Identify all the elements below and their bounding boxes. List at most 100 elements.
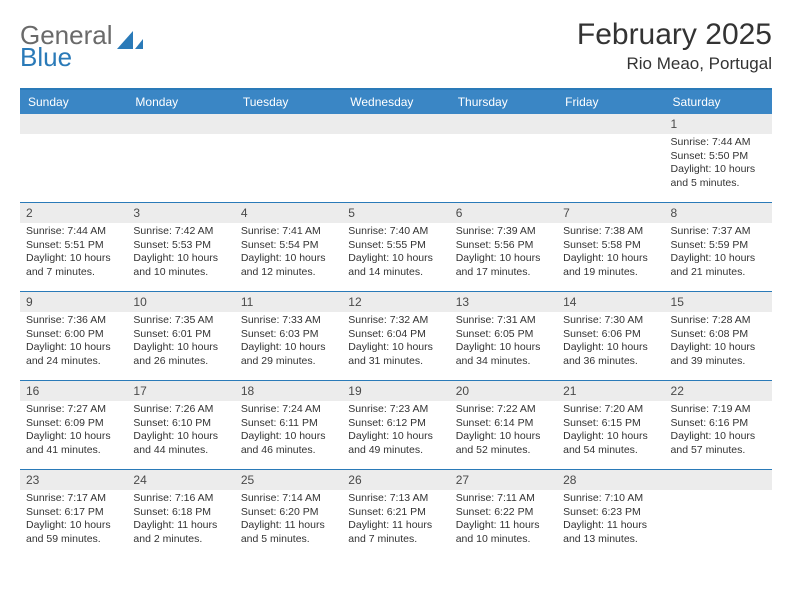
- weekday-label: Wednesday: [342, 90, 449, 114]
- day-content: Sunrise: 7:39 AMSunset: 5:56 PMDaylight:…: [450, 223, 557, 286]
- day-number: 15: [665, 292, 772, 312]
- day-cell: 26Sunrise: 7:13 AMSunset: 6:21 PMDayligh…: [342, 470, 449, 558]
- day-cell: [665, 470, 772, 558]
- weekday-label: Thursday: [450, 90, 557, 114]
- day-cell: 6Sunrise: 7:39 AMSunset: 5:56 PMDaylight…: [450, 203, 557, 291]
- day-content: Sunrise: 7:32 AMSunset: 6:04 PMDaylight:…: [342, 312, 449, 375]
- day-content: Sunrise: 7:33 AMSunset: 6:03 PMDaylight:…: [235, 312, 342, 375]
- day-content: Sunrise: 7:35 AMSunset: 6:01 PMDaylight:…: [127, 312, 234, 375]
- day-cell: 16Sunrise: 7:27 AMSunset: 6:09 PMDayligh…: [20, 381, 127, 469]
- day-content: Sunrise: 7:22 AMSunset: 6:14 PMDaylight:…: [450, 401, 557, 464]
- day-content: Sunrise: 7:16 AMSunset: 6:18 PMDaylight:…: [127, 490, 234, 553]
- day-content: Sunrise: 7:17 AMSunset: 6:17 PMDaylight:…: [20, 490, 127, 553]
- day-number: 9: [20, 292, 127, 312]
- day-number: [342, 114, 449, 134]
- day-number: [127, 114, 234, 134]
- day-content: Sunrise: 7:44 AMSunset: 5:50 PMDaylight:…: [665, 134, 772, 197]
- day-content: Sunrise: 7:44 AMSunset: 5:51 PMDaylight:…: [20, 223, 127, 286]
- day-number: 27: [450, 470, 557, 490]
- day-number: 18: [235, 381, 342, 401]
- weekday-label: Saturday: [665, 90, 772, 114]
- week-row: 9Sunrise: 7:36 AMSunset: 6:00 PMDaylight…: [20, 291, 772, 380]
- day-content: [450, 134, 557, 142]
- week-row: 23Sunrise: 7:17 AMSunset: 6:17 PMDayligh…: [20, 469, 772, 558]
- day-content: Sunrise: 7:36 AMSunset: 6:00 PMDaylight:…: [20, 312, 127, 375]
- day-number: 2: [20, 203, 127, 223]
- weekday-label: Sunday: [20, 90, 127, 114]
- day-number: 28: [557, 470, 664, 490]
- day-cell: 3Sunrise: 7:42 AMSunset: 5:53 PMDaylight…: [127, 203, 234, 291]
- day-number: 4: [235, 203, 342, 223]
- day-content: [20, 134, 127, 142]
- week-row: 1Sunrise: 7:44 AMSunset: 5:50 PMDaylight…: [20, 114, 772, 202]
- day-number: 19: [342, 381, 449, 401]
- day-number: 11: [235, 292, 342, 312]
- day-cell: 20Sunrise: 7:22 AMSunset: 6:14 PMDayligh…: [450, 381, 557, 469]
- weekday-label: Friday: [557, 90, 664, 114]
- day-cell: 28Sunrise: 7:10 AMSunset: 6:23 PMDayligh…: [557, 470, 664, 558]
- day-cell: 18Sunrise: 7:24 AMSunset: 6:11 PMDayligh…: [235, 381, 342, 469]
- day-number: [557, 114, 664, 134]
- day-number: 7: [557, 203, 664, 223]
- day-cell: 7Sunrise: 7:38 AMSunset: 5:58 PMDaylight…: [557, 203, 664, 291]
- day-number: 20: [450, 381, 557, 401]
- page-title: February 2025: [577, 18, 772, 52]
- day-content: Sunrise: 7:40 AMSunset: 5:55 PMDaylight:…: [342, 223, 449, 286]
- day-content: [557, 134, 664, 142]
- day-content: Sunrise: 7:10 AMSunset: 6:23 PMDaylight:…: [557, 490, 664, 553]
- day-number: 6: [450, 203, 557, 223]
- day-content: Sunrise: 7:19 AMSunset: 6:16 PMDaylight:…: [665, 401, 772, 464]
- day-content: Sunrise: 7:37 AMSunset: 5:59 PMDaylight:…: [665, 223, 772, 286]
- day-cell: 12Sunrise: 7:32 AMSunset: 6:04 PMDayligh…: [342, 292, 449, 380]
- day-content: Sunrise: 7:27 AMSunset: 6:09 PMDaylight:…: [20, 401, 127, 464]
- day-content: Sunrise: 7:11 AMSunset: 6:22 PMDaylight:…: [450, 490, 557, 553]
- day-number: 3: [127, 203, 234, 223]
- day-cell: [342, 114, 449, 202]
- day-content: Sunrise: 7:13 AMSunset: 6:21 PMDaylight:…: [342, 490, 449, 553]
- calendar-grid: SundayMondayTuesdayWednesdayThursdayFrid…: [20, 88, 772, 558]
- day-number: 22: [665, 381, 772, 401]
- day-number: 12: [342, 292, 449, 312]
- day-content: Sunrise: 7:20 AMSunset: 6:15 PMDaylight:…: [557, 401, 664, 464]
- day-content: Sunrise: 7:38 AMSunset: 5:58 PMDaylight:…: [557, 223, 664, 286]
- day-cell: [20, 114, 127, 202]
- day-cell: 21Sunrise: 7:20 AMSunset: 6:15 PMDayligh…: [557, 381, 664, 469]
- day-number: [450, 114, 557, 134]
- weekday-label: Tuesday: [235, 90, 342, 114]
- day-number: [235, 114, 342, 134]
- day-cell: 15Sunrise: 7:28 AMSunset: 6:08 PMDayligh…: [665, 292, 772, 380]
- logo: General Blue: [20, 24, 143, 68]
- day-content: Sunrise: 7:24 AMSunset: 6:11 PMDaylight:…: [235, 401, 342, 464]
- day-cell: 22Sunrise: 7:19 AMSunset: 6:16 PMDayligh…: [665, 381, 772, 469]
- calendar-page: General Blue February 2025 Rio Meao, Por…: [0, 0, 792, 612]
- day-cell: 2Sunrise: 7:44 AMSunset: 5:51 PMDaylight…: [20, 203, 127, 291]
- day-number: 14: [557, 292, 664, 312]
- day-cell: 9Sunrise: 7:36 AMSunset: 6:00 PMDaylight…: [20, 292, 127, 380]
- day-content: Sunrise: 7:26 AMSunset: 6:10 PMDaylight:…: [127, 401, 234, 464]
- day-cell: [450, 114, 557, 202]
- weekday-label: Monday: [127, 90, 234, 114]
- day-number: 16: [20, 381, 127, 401]
- day-cell: [557, 114, 664, 202]
- day-number: 13: [450, 292, 557, 312]
- day-number: 23: [20, 470, 127, 490]
- week-row: 2Sunrise: 7:44 AMSunset: 5:51 PMDaylight…: [20, 202, 772, 291]
- day-cell: 14Sunrise: 7:30 AMSunset: 6:06 PMDayligh…: [557, 292, 664, 380]
- day-cell: 17Sunrise: 7:26 AMSunset: 6:10 PMDayligh…: [127, 381, 234, 469]
- logo-text: General Blue: [20, 24, 113, 68]
- day-content: Sunrise: 7:30 AMSunset: 6:06 PMDaylight:…: [557, 312, 664, 375]
- day-cell: 25Sunrise: 7:14 AMSunset: 6:20 PMDayligh…: [235, 470, 342, 558]
- day-cell: 10Sunrise: 7:35 AMSunset: 6:01 PMDayligh…: [127, 292, 234, 380]
- day-content: Sunrise: 7:42 AMSunset: 5:53 PMDaylight:…: [127, 223, 234, 286]
- day-cell: 4Sunrise: 7:41 AMSunset: 5:54 PMDaylight…: [235, 203, 342, 291]
- day-cell: 23Sunrise: 7:17 AMSunset: 6:17 PMDayligh…: [20, 470, 127, 558]
- day-content: Sunrise: 7:31 AMSunset: 6:05 PMDaylight:…: [450, 312, 557, 375]
- location-label: Rio Meao, Portugal: [577, 54, 772, 74]
- day-content: [235, 134, 342, 142]
- day-cell: [127, 114, 234, 202]
- day-content: [127, 134, 234, 142]
- week-row: 16Sunrise: 7:27 AMSunset: 6:09 PMDayligh…: [20, 380, 772, 469]
- day-cell: 11Sunrise: 7:33 AMSunset: 6:03 PMDayligh…: [235, 292, 342, 380]
- title-block: February 2025 Rio Meao, Portugal: [577, 18, 772, 74]
- day-cell: 13Sunrise: 7:31 AMSunset: 6:05 PMDayligh…: [450, 292, 557, 380]
